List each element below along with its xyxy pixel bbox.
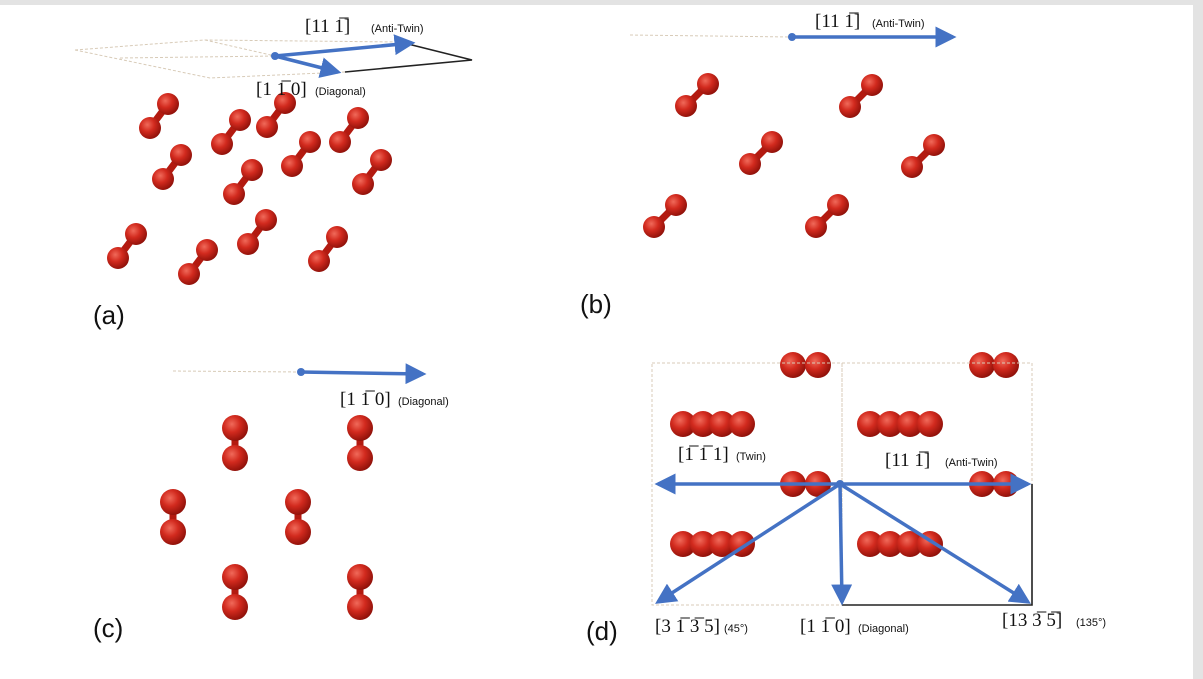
- atom: [222, 445, 248, 471]
- direction-name: (Diagonal): [398, 396, 449, 408]
- atom: [729, 411, 755, 437]
- atom: [222, 564, 248, 590]
- atom: [107, 247, 129, 269]
- atom: [256, 116, 278, 138]
- atom: [285, 519, 311, 545]
- atom: [160, 519, 186, 545]
- atom: [352, 173, 374, 195]
- atom: [152, 168, 174, 190]
- atom: [347, 445, 373, 471]
- direction-index: [13 3̅ 5̅]: [1002, 610, 1062, 631]
- background: [0, 0, 1203, 679]
- direction-index: [11 1̅]: [815, 11, 860, 32]
- atom: [347, 415, 373, 441]
- direction-name: (Diagonal): [858, 623, 909, 635]
- direction-name: (Twin): [736, 451, 766, 463]
- atom: [347, 107, 369, 129]
- direction-arrow: [300, 372, 423, 374]
- atom: [223, 183, 245, 205]
- atom: [643, 216, 665, 238]
- direction-index: [1 1̅ 0]: [800, 616, 851, 637]
- direction-name: (45°): [724, 623, 748, 635]
- atom: [805, 216, 827, 238]
- atom: [329, 131, 351, 153]
- border: [1193, 0, 1203, 679]
- atom: [170, 144, 192, 166]
- atom: [308, 250, 330, 272]
- atom: [780, 352, 806, 378]
- atom: [370, 149, 392, 171]
- origin: [271, 52, 279, 60]
- direction-name: (Anti-Twin): [371, 23, 424, 35]
- panel-label: (b): [580, 289, 612, 319]
- atom: [211, 133, 233, 155]
- atom: [861, 74, 883, 96]
- atom: [739, 153, 761, 175]
- atom: [281, 155, 303, 177]
- origin: [297, 368, 305, 376]
- atom: [805, 352, 831, 378]
- atom: [222, 415, 248, 441]
- direction-name: (Diagonal): [315, 86, 366, 98]
- atom: [923, 134, 945, 156]
- atom: [299, 131, 321, 153]
- atom: [901, 156, 923, 178]
- direction-index: [1 1̅ 0]: [340, 389, 391, 410]
- atom: [229, 109, 251, 131]
- atom: [196, 239, 218, 261]
- direction-index: [3 1̅ 3̅ 5]: [655, 616, 720, 637]
- border: [0, 0, 1203, 5]
- atom: [839, 96, 861, 118]
- atom: [827, 194, 849, 216]
- panel-label: (c): [93, 613, 123, 643]
- atom: [222, 594, 248, 620]
- atom: [697, 73, 719, 95]
- direction-index: [1̅ 1̅ 1]: [678, 444, 729, 465]
- atom: [139, 117, 161, 139]
- atom: [675, 95, 697, 117]
- atom: [255, 209, 277, 231]
- atom: [125, 223, 147, 245]
- direction-name: (Anti-Twin): [945, 457, 998, 469]
- atom: [178, 263, 200, 285]
- atom: [993, 352, 1019, 378]
- direction-arrow: [840, 484, 842, 602]
- panel-label: (d): [586, 616, 618, 646]
- atom: [761, 131, 783, 153]
- atom: [326, 226, 348, 248]
- direction-index: [11 1̅]: [305, 16, 350, 37]
- atom: [969, 352, 995, 378]
- figure: [11 1̅] (Anti-Twin) [1 1̅ 0] (Diagonal) …: [0, 0, 1203, 679]
- panel-label: (a): [93, 300, 125, 330]
- atom: [347, 564, 373, 590]
- atom: [160, 489, 186, 515]
- origin: [788, 33, 796, 41]
- atom: [285, 489, 311, 515]
- atom: [347, 594, 373, 620]
- atom: [241, 159, 263, 181]
- atom: [665, 194, 687, 216]
- direction-index: [1 1̅ 0]: [256, 79, 307, 100]
- atom: [917, 411, 943, 437]
- atom: [157, 93, 179, 115]
- direction-name: (Anti-Twin): [872, 18, 925, 30]
- direction-index: [11 1̅]: [885, 450, 930, 471]
- direction-name: (135°): [1076, 617, 1106, 629]
- atom: [237, 233, 259, 255]
